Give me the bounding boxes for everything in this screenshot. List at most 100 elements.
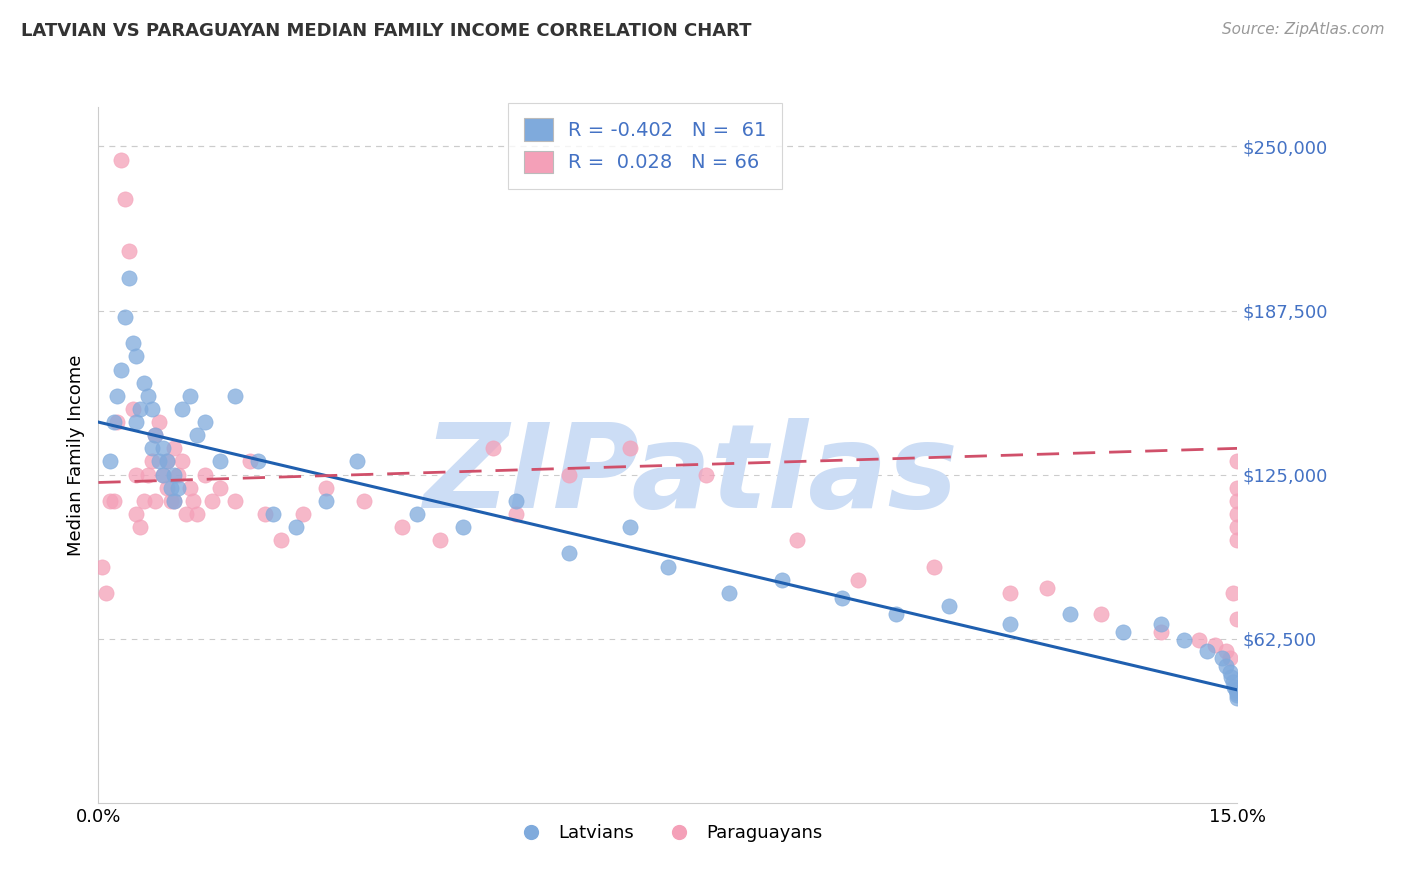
Point	[167, 481, 190, 495]
Point	[346, 454, 368, 468]
Point	[201, 494, 224, 508]
Point	[1059, 607, 1081, 621]
Point	[353, 494, 375, 508]
Point	[1225, 682, 1247, 697]
Point	[315, 481, 337, 495]
Point	[125, 507, 148, 521]
Point	[1226, 690, 1249, 705]
Point	[619, 520, 641, 534]
Point	[183, 494, 205, 508]
Point	[129, 401, 152, 416]
Point	[831, 591, 853, 605]
Point	[1226, 494, 1249, 508]
Point	[148, 415, 170, 429]
Point	[1211, 651, 1233, 665]
Point	[1226, 533, 1249, 548]
Point	[1226, 685, 1249, 699]
Point	[163, 467, 186, 482]
Point	[208, 454, 231, 468]
Point	[110, 153, 132, 167]
Point	[657, 559, 679, 574]
Point	[1222, 586, 1244, 600]
Point	[163, 494, 186, 508]
Point	[1219, 651, 1241, 665]
Point	[107, 389, 129, 403]
Point	[695, 467, 717, 482]
Point	[98, 494, 121, 508]
Point	[558, 467, 581, 482]
Point	[145, 428, 167, 442]
Point	[406, 507, 429, 521]
Point	[186, 428, 208, 442]
Point	[451, 520, 474, 534]
Point	[1226, 481, 1249, 495]
Point	[145, 428, 167, 442]
Point	[208, 481, 231, 495]
Point	[98, 454, 121, 468]
Point	[132, 494, 155, 508]
Point	[118, 244, 141, 259]
Point	[558, 546, 581, 560]
Point	[1112, 625, 1135, 640]
Point	[136, 389, 159, 403]
Point	[1220, 670, 1243, 684]
Point	[254, 507, 277, 521]
Point	[1204, 638, 1226, 652]
Point	[107, 415, 129, 429]
Point	[717, 586, 740, 600]
Point	[103, 415, 125, 429]
Point	[1195, 643, 1218, 657]
Point	[136, 467, 159, 482]
Point	[619, 442, 641, 456]
Point	[846, 573, 869, 587]
Point	[1219, 665, 1241, 679]
Point	[270, 533, 292, 548]
Point	[391, 520, 413, 534]
Point	[194, 467, 217, 482]
Point	[239, 454, 262, 468]
Point	[129, 520, 152, 534]
Point	[482, 442, 505, 456]
Point	[1226, 507, 1249, 521]
Point	[152, 442, 174, 456]
Point	[998, 586, 1021, 600]
Point	[770, 573, 793, 587]
Point	[148, 454, 170, 468]
Point	[125, 467, 148, 482]
Point	[141, 401, 163, 416]
Point	[194, 415, 217, 429]
Point	[1173, 633, 1195, 648]
Point	[1188, 633, 1211, 648]
Point	[505, 507, 527, 521]
Point	[429, 533, 451, 548]
Point	[167, 467, 190, 482]
Point	[170, 454, 193, 468]
Point	[159, 481, 181, 495]
Point	[103, 494, 125, 508]
Point	[132, 376, 155, 390]
Point	[884, 607, 907, 621]
Point	[152, 467, 174, 482]
Text: ZIPatlas: ZIPatlas	[423, 418, 957, 533]
Point	[1150, 617, 1173, 632]
Point	[1226, 520, 1249, 534]
Point	[998, 617, 1021, 632]
Point	[159, 494, 181, 508]
Point	[1036, 581, 1059, 595]
Legend: Latvians, Paraguayans: Latvians, Paraguayans	[506, 817, 830, 849]
Point	[94, 586, 117, 600]
Point	[152, 467, 174, 482]
Point	[145, 494, 167, 508]
Text: LATVIAN VS PARAGUAYAN MEDIAN FAMILY INCOME CORRELATION CHART: LATVIAN VS PARAGUAYAN MEDIAN FAMILY INCO…	[21, 22, 752, 40]
Point	[1150, 625, 1173, 640]
Point	[1226, 688, 1249, 702]
Point	[91, 559, 114, 574]
Point	[110, 362, 132, 376]
Point	[315, 494, 337, 508]
Point	[156, 454, 179, 468]
Point	[156, 454, 179, 468]
Point	[292, 507, 315, 521]
Point	[141, 454, 163, 468]
Point	[186, 507, 208, 521]
Point	[170, 401, 193, 416]
